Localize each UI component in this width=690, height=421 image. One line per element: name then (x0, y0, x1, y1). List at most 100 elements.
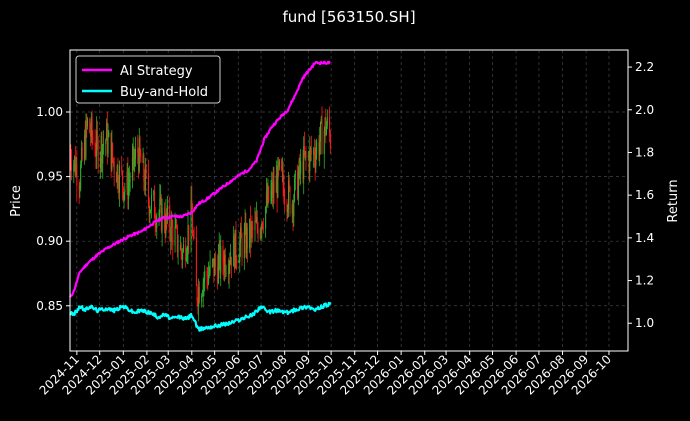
right-y-tick-label: 1.8 (635, 145, 654, 159)
candle-body (315, 152, 317, 167)
candle-body (134, 158, 136, 166)
candle-body (122, 171, 124, 187)
legend: AI Strategy Buy-and-Hold (75, 55, 221, 104)
candle-body (277, 161, 279, 198)
candle-body (128, 180, 130, 182)
candle-body (102, 145, 104, 164)
candle-body (213, 258, 215, 277)
candle-body (129, 179, 131, 181)
candle-body (319, 141, 321, 155)
candle-body (197, 301, 199, 307)
candle-body (191, 199, 193, 213)
candle-body (177, 249, 179, 252)
candle-body (329, 133, 331, 149)
candle-body (246, 227, 248, 249)
candle-body (321, 118, 323, 155)
candle-body (143, 155, 145, 181)
candle-body (287, 180, 289, 210)
candle-body (214, 258, 216, 277)
candle-body (260, 229, 262, 231)
candle-body (233, 236, 235, 269)
candle-body (234, 229, 236, 269)
buy-and-hold-line (69, 301, 332, 332)
candle-body (291, 203, 293, 214)
candle-body (150, 194, 152, 210)
candle-body (305, 151, 307, 158)
candle-body (138, 138, 140, 172)
candle-body (278, 161, 280, 168)
candle-body (209, 261, 211, 273)
candle-body (313, 149, 315, 155)
return-lines (68, 60, 332, 332)
candle-body (192, 212, 194, 236)
candle-body (118, 186, 120, 193)
candle-body (261, 222, 263, 231)
candle-body (171, 218, 173, 226)
candle-body (245, 223, 247, 253)
candle-body (307, 155, 309, 158)
candle-body (235, 229, 237, 260)
x-axis-ticks: 2024-112024-122025-012025-022025-032025-… (37, 351, 614, 398)
candle-body (217, 266, 219, 284)
candle-body (243, 231, 245, 258)
candle-body (102, 143, 104, 146)
left-y-tick-label: 0.95 (36, 170, 63, 184)
candle-body (185, 244, 187, 261)
candle-body (74, 156, 76, 175)
candle-body (262, 227, 264, 229)
candle-body (127, 171, 129, 200)
candle-body (224, 254, 226, 274)
candle-body (158, 213, 160, 217)
candle-body (207, 276, 209, 284)
candle-body (159, 198, 161, 214)
candle-body (81, 147, 83, 160)
candle-body (268, 186, 270, 202)
candle-body (228, 263, 230, 275)
candle-body (126, 171, 128, 189)
candle-body (252, 225, 254, 231)
candle-body (271, 182, 273, 191)
candle-body (251, 224, 253, 226)
candle-body (170, 218, 172, 242)
candle-body (262, 222, 264, 228)
candle-body (155, 222, 157, 228)
candle-body (76, 164, 78, 187)
candle-body (128, 181, 130, 200)
candle-body (97, 141, 99, 169)
candle-body (244, 223, 246, 232)
candle-body (240, 227, 242, 244)
candle-body (310, 148, 312, 155)
candle-body (74, 156, 76, 165)
candle-body (246, 227, 248, 253)
candle-body (303, 146, 305, 156)
candle-body (294, 171, 296, 178)
candle-body (303, 146, 305, 180)
candle-body (203, 279, 205, 283)
candle-body (117, 165, 119, 187)
candle-body (144, 180, 146, 191)
candle-body (233, 236, 235, 267)
candle-body (326, 125, 328, 135)
candle-body (175, 224, 177, 228)
candle-body (122, 186, 124, 200)
candle-body (147, 173, 149, 200)
candle-body (144, 167, 146, 191)
candle-body (265, 192, 267, 208)
candle-body (223, 262, 225, 272)
candle-body (310, 148, 312, 149)
candle-body (86, 120, 88, 127)
candle-body (121, 165, 123, 172)
candle-body (192, 235, 194, 237)
candle-body (195, 236, 197, 286)
right-y-tick-label: 1.0 (635, 316, 654, 330)
candle-body (271, 182, 273, 198)
candle-body (300, 161, 302, 174)
candle-body (219, 244, 221, 273)
candle-body (292, 203, 294, 217)
candle-body (201, 294, 203, 296)
ai-strategy-line (68, 60, 331, 298)
candle-body (78, 186, 80, 190)
candle-body (202, 282, 204, 295)
candle-body (281, 160, 283, 170)
